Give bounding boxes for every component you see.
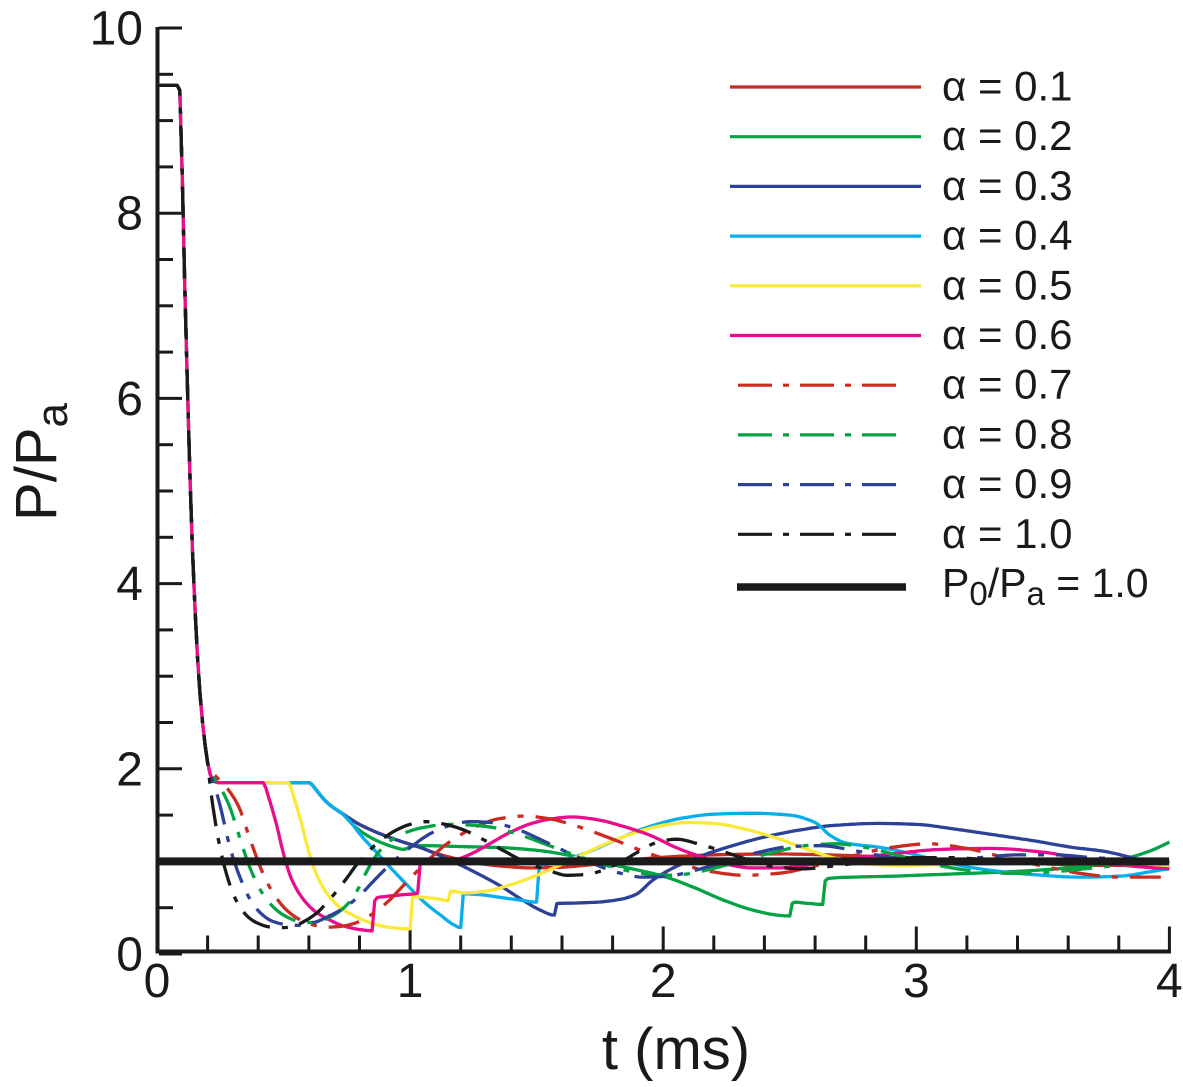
svg-text:α = 0.3: α = 0.3 [942,162,1073,209]
svg-text:2: 2 [650,955,677,1008]
svg-text:α = 0.8: α = 0.8 [942,410,1073,457]
svg-text:6: 6 [116,373,143,426]
svg-text:α = 0.2: α = 0.2 [942,112,1073,159]
svg-text:1: 1 [397,955,424,1008]
svg-text:4: 4 [116,558,143,611]
svg-text:t (ms): t (ms) [602,1017,750,1082]
svg-text:0: 0 [116,929,143,982]
svg-text:α = 0.7: α = 0.7 [942,361,1073,408]
svg-text:α = 0.5: α = 0.5 [942,261,1073,308]
svg-text:α = 0.4: α = 0.4 [942,212,1073,259]
svg-text:4: 4 [1156,955,1183,1008]
svg-text:α = 0.1: α = 0.1 [942,63,1073,110]
svg-text:0: 0 [144,955,171,1008]
svg-text:α = 0.6: α = 0.6 [942,311,1073,358]
svg-text:10: 10 [90,3,143,56]
svg-text:α = 0.9: α = 0.9 [942,460,1073,507]
svg-text:2: 2 [116,743,143,796]
svg-text:α = 1.0: α = 1.0 [942,510,1073,557]
svg-text:3: 3 [903,955,930,1008]
svg-text:8: 8 [116,188,143,241]
